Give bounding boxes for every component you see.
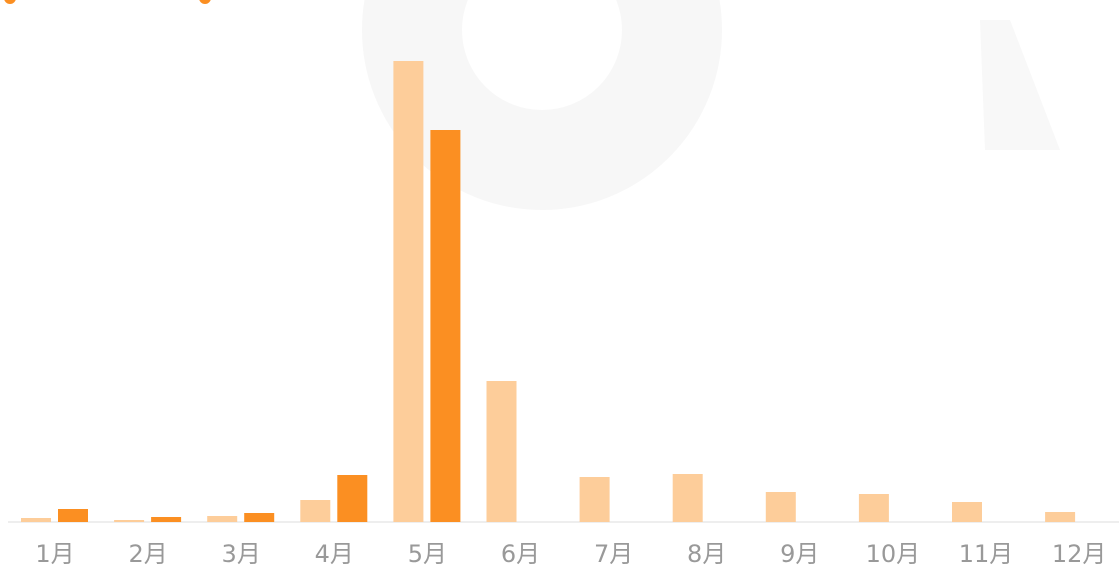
x-tick-label: 8月 [687,540,726,568]
bar [579,477,610,522]
bar [21,518,51,522]
bar [430,130,461,522]
x-tick-label: 9月 [780,540,819,568]
bar [114,520,145,522]
x-tick-label: 4月 [315,540,354,568]
x-tick-label: 1月 [35,540,74,568]
bar [952,502,982,522]
bar [151,517,182,522]
watermark [980,20,1060,150]
bar [765,492,796,522]
x-tick-label: 6月 [501,540,540,568]
bar [393,61,424,522]
bar [244,513,275,522]
bar [337,475,368,522]
x-tick-label: 5月 [408,540,447,568]
watermark [362,0,722,210]
bar [858,494,889,522]
x-tick-label: 12月 [1052,540,1107,568]
bar [58,509,88,522]
bar [486,381,517,522]
x-tick-label: 7月 [594,540,633,568]
bar [300,500,331,522]
legend-dot [4,0,16,4]
legend-dot [199,0,211,4]
bar [1045,512,1076,522]
bar [672,474,703,522]
bar [207,516,238,522]
x-tick-label: 10月 [866,540,921,568]
x-tick-label: 11月 [959,540,1014,568]
x-tick-label: 2月 [128,540,167,568]
x-tick-label: 3月 [222,540,261,568]
